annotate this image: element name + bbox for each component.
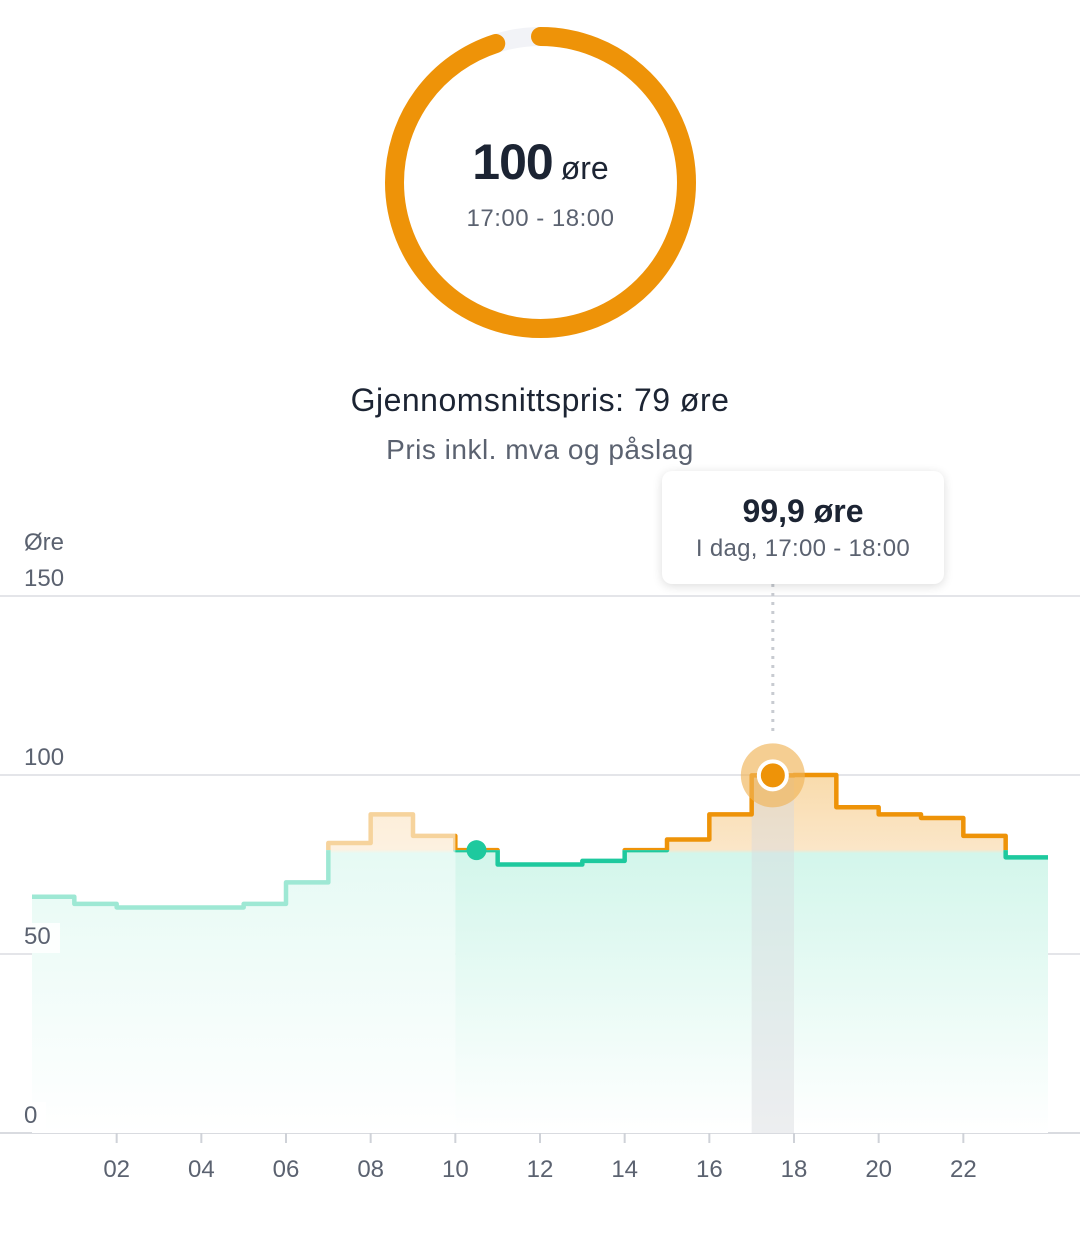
current-price-unit: øre (560, 150, 609, 186)
current-price-ring: 100 øre 17:00 - 18:00 (383, 25, 698, 340)
past-area (32, 814, 456, 1133)
y-tick-label: 150 (24, 565, 64, 592)
x-tick-label: 16 (696, 1156, 723, 1183)
x-tick-label: 18 (781, 1156, 808, 1183)
current-price: 100 øre (383, 133, 698, 191)
x-tick-label: 06 (273, 1156, 300, 1183)
tooltip-time: I dag, 17:00 - 18:00 (695, 535, 911, 562)
x-tick-label: 04 (188, 1156, 215, 1183)
y-label-bg (22, 923, 60, 953)
future-expensive-line (455, 772, 1008, 851)
y-axis-labels: Øre 0 50 100 150 (22, 529, 74, 1132)
current-hour-marker (466, 840, 487, 861)
chart-markers (466, 743, 805, 861)
y-tick-label: 0 (24, 1102, 37, 1129)
x-tick-label: 08 (357, 1156, 384, 1183)
y-axis-title: Øre (24, 529, 64, 556)
ring-center: 100 øre 17:00 - 18:00 (383, 25, 698, 340)
price-line (32, 772, 1048, 910)
tooltip-price-value: 99,9 øre (742, 493, 864, 529)
price-note: Pris inkl. mva og påslag (386, 434, 694, 465)
selected-marker (756, 759, 789, 792)
past-cheap-line (32, 850, 456, 910)
future-cheap-group (455, 850, 1048, 867)
selected-hour-highlight (751, 775, 794, 1133)
past-line-group (32, 812, 456, 910)
y-tick-label: 50 (24, 923, 51, 950)
x-tick-label: 22 (950, 1156, 977, 1183)
y-tick-label: 100 (24, 744, 64, 771)
x-axis-labels: 02 04 06 08 10 12 14 16 18 20 22 (103, 1156, 976, 1183)
future-line-group (455, 772, 1048, 867)
y-label-bg (22, 744, 74, 774)
ring-progress-arc (385, 27, 696, 338)
y-label-bg (22, 1102, 46, 1132)
past-cheap-group (32, 850, 456, 910)
price-tooltip: 99,9 øre I dag, 17:00 - 18:00 (662, 471, 944, 584)
x-tick-label: 02 (103, 1156, 130, 1183)
future-area (455, 775, 1048, 1133)
x-tick-label: 14 (611, 1156, 638, 1183)
future-expensive-group (455, 772, 1008, 851)
chart-area-fill (32, 775, 1048, 1133)
selected-hour-band (751, 584, 794, 1133)
price-ring-gauge (385, 27, 696, 338)
current-price-time: 17:00 - 18:00 (466, 205, 615, 232)
x-tick-label: 10 (442, 1156, 469, 1183)
future-cheap-line (455, 850, 1048, 867)
x-tick-label: 12 (527, 1156, 554, 1183)
average-price-label: Gjennomsnittspris: 79 øre (350, 382, 730, 418)
x-tick-label: 20 (865, 1156, 892, 1183)
current-price-value: 100 (472, 134, 553, 190)
